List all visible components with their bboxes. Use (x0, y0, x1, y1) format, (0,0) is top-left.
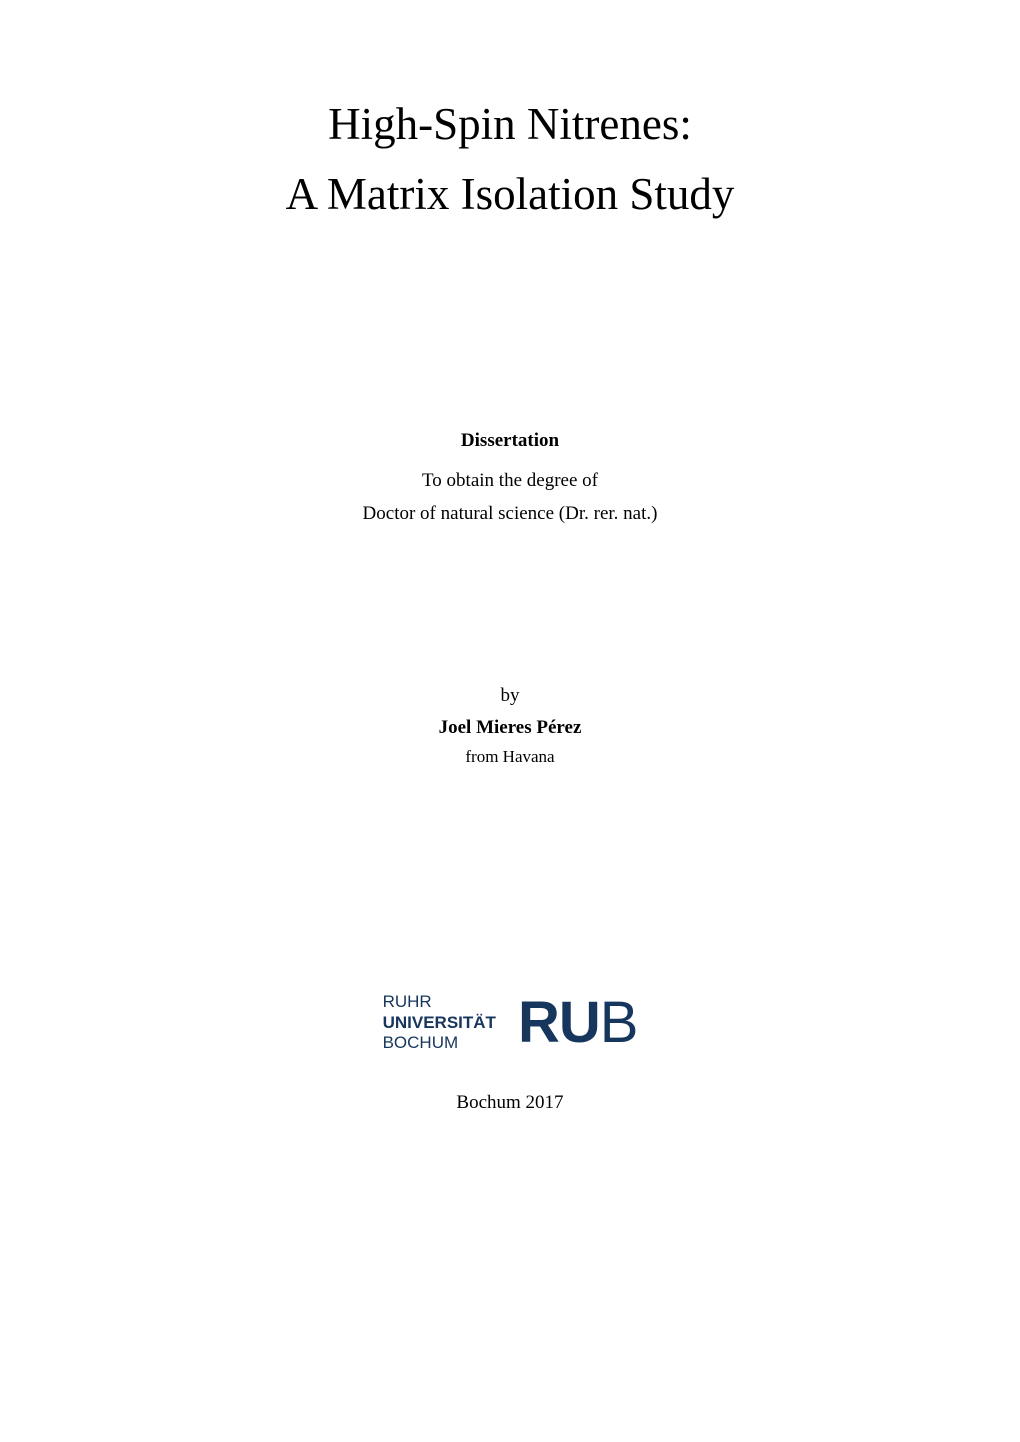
author-block: by Joel Mieres Pérez from Havana (439, 685, 582, 767)
dissertation-block: Dissertation To obtain the degree of Doc… (363, 430, 658, 531)
footer-block: Bochum 2017 (456, 1092, 563, 1114)
rub-letter-b: B (600, 990, 638, 1055)
author-name: Joel Mieres Pérez (439, 717, 582, 739)
rub-letter-r: R (518, 990, 559, 1055)
university-logo: RUHR UNIVERSITÄT BOCHUM RUB (383, 992, 638, 1054)
university-name-stack: RUHR UNIVERSITÄT BOCHUM (383, 992, 496, 1054)
dissertation-heading: Dissertation (363, 430, 658, 452)
university-name-line-3: BOCHUM (383, 1033, 496, 1054)
title-page: High-Spin Nitrenes: A Matrix Isolation S… (0, 0, 1020, 1442)
rub-letter-u: U (559, 990, 600, 1055)
thesis-title-line-1: High-Spin Nitrenes: (286, 90, 735, 160)
author-by-label: by (439, 685, 582, 707)
university-abbreviation-icon: RUB (518, 994, 637, 1052)
author-origin: from Havana (439, 747, 582, 767)
thesis-title-line-2: A Matrix Isolation Study (286, 160, 735, 230)
footer-place-year: Bochum 2017 (456, 1092, 563, 1114)
dissertation-degree-line-2: Doctor of natural science (Dr. rer. nat.… (363, 497, 658, 530)
university-name-line-2: UNIVERSITÄT (383, 1013, 496, 1034)
dissertation-degree-line-1: To obtain the degree of (363, 464, 658, 497)
thesis-title-block: High-Spin Nitrenes: A Matrix Isolation S… (286, 90, 735, 230)
university-name-line-1: RUHR (383, 992, 496, 1013)
